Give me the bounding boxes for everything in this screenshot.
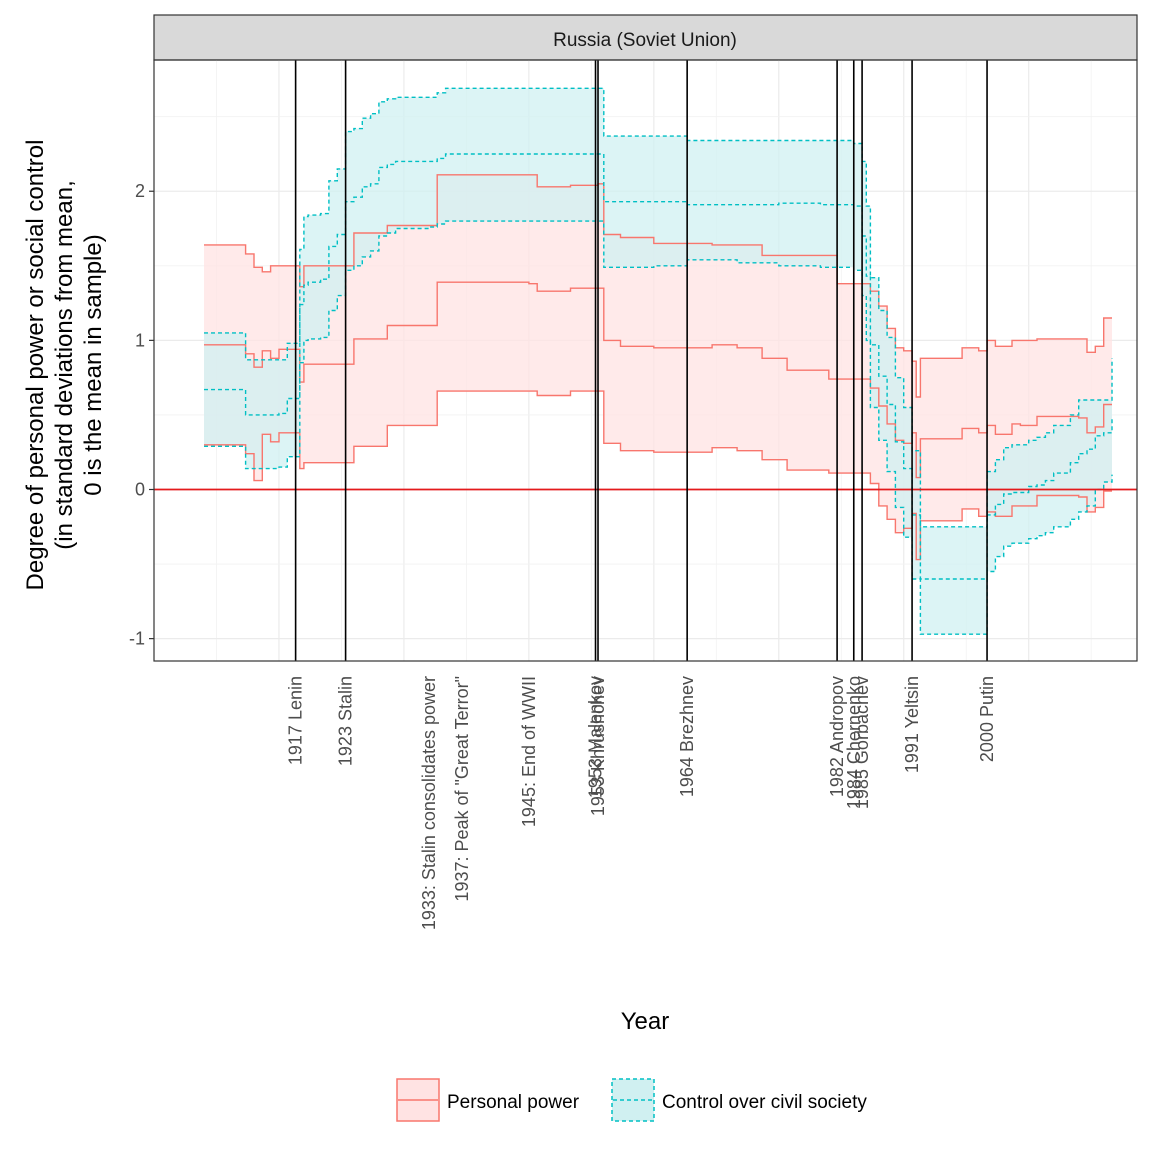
legend: Personal power Control over civil societ…	[396, 1078, 867, 1122]
bands-layer	[204, 88, 1112, 635]
y-tick-label-0: -1	[129, 629, 145, 649]
y-axis-title: Degree of personal power or social contr…	[22, 140, 107, 591]
series-1-lower-line	[204, 220, 1113, 635]
plot-panel-border	[153, 59, 1138, 662]
axes-layer: -1 0 1 2	[129, 181, 154, 649]
event-label-6: 1953 Khrushchev	[588, 676, 608, 816]
series-1-upper-line	[204, 87, 1113, 528]
legend-label-control-civil-society: Control over civil society	[662, 1092, 867, 1113]
event-label-5: 1953 Malenkov	[586, 676, 606, 798]
legend-label-personal-power: Personal power	[447, 1092, 580, 1113]
event-label-8: 1982 Andropov	[827, 676, 847, 797]
series-band-0	[204, 174, 1112, 560]
event-label-10: 1985 Gorbachev	[852, 676, 872, 809]
series-band-1	[204, 88, 1112, 635]
y-tick-label-1: 0	[135, 479, 145, 499]
event-label-9: 1984 Chernenko	[844, 676, 864, 809]
facet-strip-title: Russia (Soviet Union)	[553, 30, 737, 51]
series-0-lower-line	[204, 390, 1112, 561]
series-0-mid-line	[204, 281, 1112, 479]
y-tick-label-3: 2	[135, 181, 145, 201]
events-layer: 1917 Lenin 1923 Stalin 1933: Stalin consol…	[286, 60, 997, 930]
y-axis-title-line-3: 0 is the mean in sample)	[80, 234, 107, 495]
event-label-11: 1991 Yeltsin	[902, 676, 922, 773]
event-label-3: 1937: Peak of "Great Terror"	[452, 676, 472, 902]
legend-key-control-civil-society	[611, 1078, 655, 1122]
y-axis-title-line-1: Degree of personal power or social contr…	[22, 140, 49, 591]
event-label-4: 1945: End of WWII	[519, 676, 539, 827]
event-label-0: 1917 Lenin	[286, 676, 306, 765]
facet-strip	[153, 14, 1138, 61]
x-axis-title: Year	[621, 1008, 670, 1035]
y-axis-title-line-2: (in standard deviations from mean,	[51, 180, 78, 550]
y-tick-label-2: 1	[135, 330, 145, 350]
event-label-2: 1933: Stalin consolidates power	[419, 676, 439, 930]
series-1-mid-line	[204, 153, 1113, 580]
event-label-12: 2000 Putin	[977, 676, 997, 762]
event-label-7: 1964 Brezhnev	[677, 676, 697, 797]
event-label-1: 1923 Stalin	[336, 676, 356, 766]
